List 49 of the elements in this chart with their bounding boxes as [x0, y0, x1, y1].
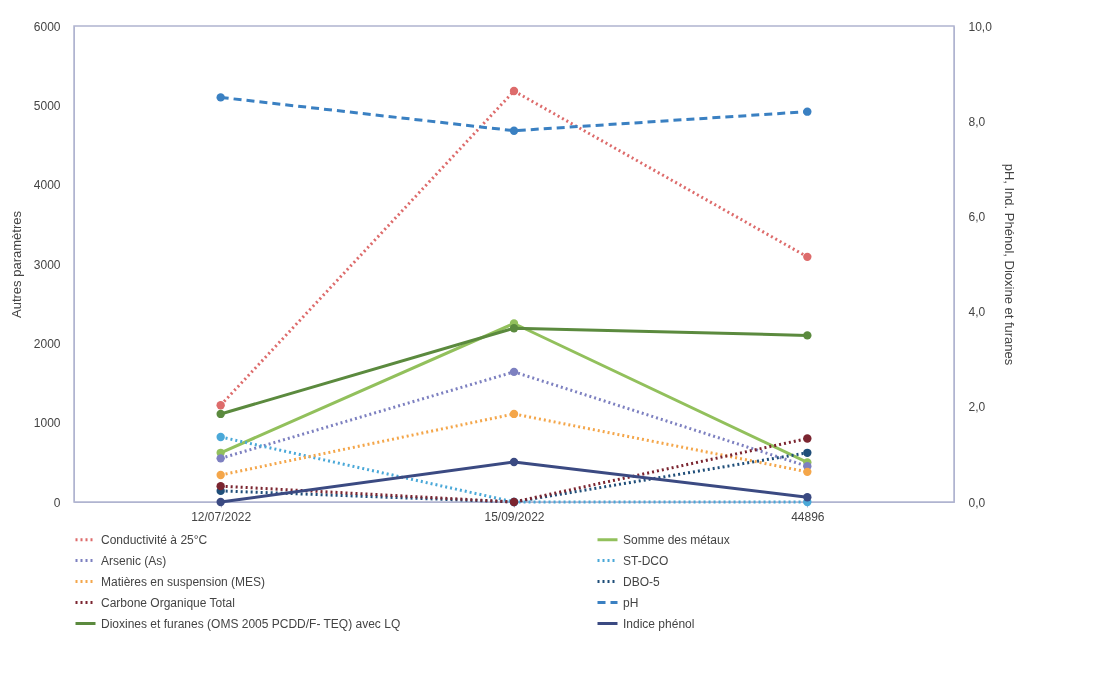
- legend-label: Indice phénol: [623, 616, 695, 631]
- point: [803, 434, 812, 443]
- y2-tick-label: 8,0: [968, 114, 986, 129]
- y-tick-label: 0: [53, 495, 61, 510]
- legend-label: DBO-5: [623, 574, 660, 589]
- point: [803, 331, 812, 340]
- point: [509, 324, 519, 333]
- point: [509, 457, 519, 467]
- point: [509, 126, 519, 135]
- y-tick-label: 2000: [33, 336, 61, 351]
- point: [216, 497, 225, 507]
- legend-label: pH: [623, 595, 639, 610]
- point: [216, 454, 225, 463]
- y2-axis-title: pH, Ind. Phénol, Dioxine et furanes: [1001, 163, 1017, 366]
- y-tick-label: 5000: [33, 98, 61, 113]
- point: [803, 493, 812, 502]
- point: [803, 448, 812, 457]
- point: [803, 467, 812, 477]
- legend-label: Conductivité à 25°C: [101, 532, 208, 547]
- y2-tick-label: 4,0: [968, 305, 986, 320]
- point: [216, 409, 225, 419]
- point: [509, 86, 519, 96]
- legend-label: ST-DCO: [623, 553, 669, 568]
- x-tick-label: 15/09/2022: [484, 509, 545, 524]
- x-tick-label: 12/07/2022: [191, 509, 252, 524]
- y2-tick-label: 2,0: [968, 400, 986, 415]
- point: [216, 470, 225, 480]
- point: [216, 401, 225, 410]
- point: [216, 481, 225, 491]
- y2-tick-label: 10,0: [968, 19, 993, 34]
- point: [803, 252, 812, 262]
- point: [803, 107, 812, 116]
- y-tick-label: 4000: [33, 178, 61, 193]
- y2-tick-label: 0,0: [968, 495, 986, 510]
- point: [509, 367, 519, 377]
- y-tick-label: 1000: [33, 416, 61, 431]
- x-tick-label: 44896: [791, 509, 825, 524]
- legend-label: Somme des métaux: [623, 532, 730, 547]
- legend-label: Carbone Organique Total: [101, 595, 235, 610]
- y-axis-title: Autres paramètres: [8, 210, 24, 318]
- point: [216, 432, 225, 442]
- legend-label: Dioxines et furanes (OMS 2005 PCDD/F- TEQ) avec LQ: [101, 616, 401, 631]
- legend-label: Matières en suspension (MES): [101, 574, 266, 589]
- point: [509, 409, 519, 419]
- y2-tick-label: 6,0: [968, 209, 986, 224]
- y-tick-label: 6000: [33, 19, 61, 34]
- legend-label: Arsenic (As): [101, 553, 167, 568]
- y-tick-label: 3000: [33, 257, 61, 272]
- point: [216, 93, 225, 102]
